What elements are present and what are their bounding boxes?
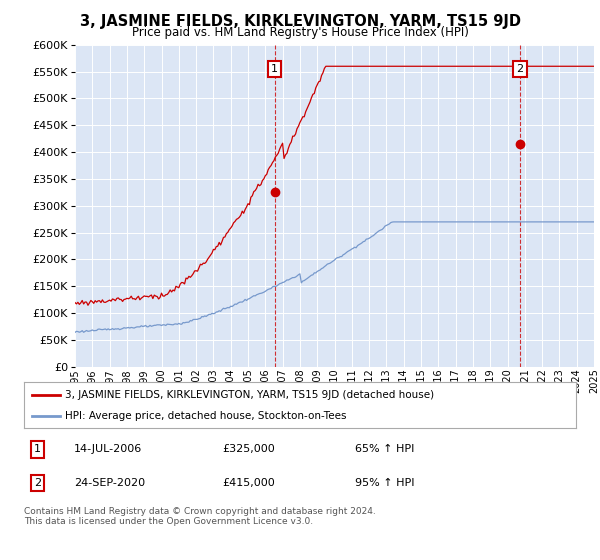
Text: 24-SEP-2020: 24-SEP-2020 [74,478,145,488]
Text: 95% ↑ HPI: 95% ↑ HPI [355,478,415,488]
Text: 2: 2 [517,64,524,74]
Text: HPI: Average price, detached house, Stockton-on-Tees: HPI: Average price, detached house, Stoc… [65,411,347,421]
Text: £415,000: £415,000 [223,478,275,488]
Text: 1: 1 [271,64,278,74]
Text: 65% ↑ HPI: 65% ↑ HPI [355,445,415,454]
Text: 1: 1 [34,445,41,454]
Text: £325,000: £325,000 [223,445,275,454]
Text: 14-JUL-2006: 14-JUL-2006 [74,445,142,454]
Text: 3, JASMINE FIELDS, KIRKLEVINGTON, YARM, TS15 9JD (detached house): 3, JASMINE FIELDS, KIRKLEVINGTON, YARM, … [65,390,434,400]
Text: Price paid vs. HM Land Registry's House Price Index (HPI): Price paid vs. HM Land Registry's House … [131,26,469,39]
Text: Contains HM Land Registry data © Crown copyright and database right 2024.
This d: Contains HM Land Registry data © Crown c… [24,507,376,526]
Text: 2: 2 [34,478,41,488]
Text: 3, JASMINE FIELDS, KIRKLEVINGTON, YARM, TS15 9JD: 3, JASMINE FIELDS, KIRKLEVINGTON, YARM, … [79,14,521,29]
